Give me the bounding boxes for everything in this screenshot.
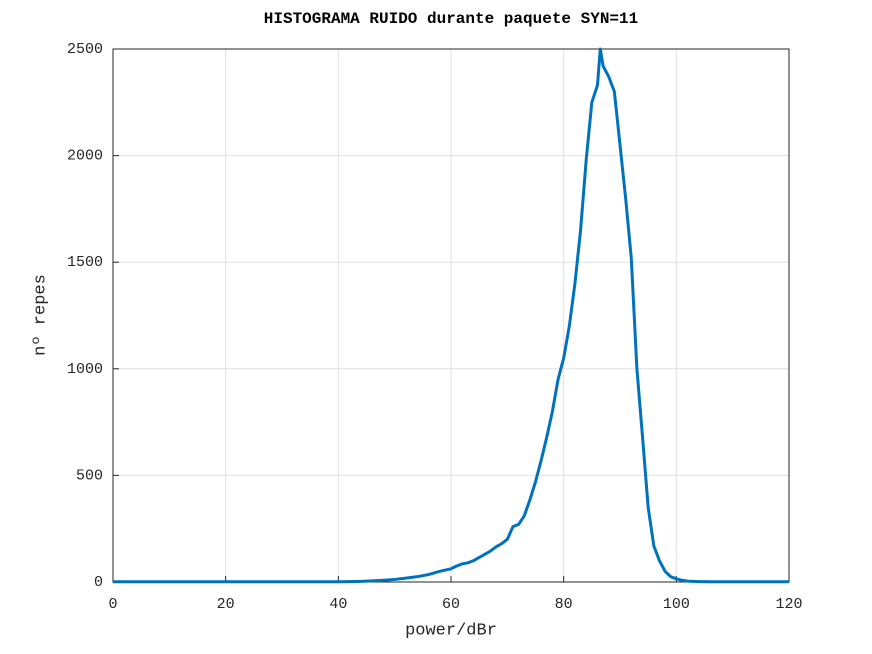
x-tick-label: 60 <box>442 596 460 613</box>
x-tick-label: 40 <box>329 596 347 613</box>
x-tick-label: 20 <box>217 596 235 613</box>
x-tick-label: 100 <box>663 596 690 613</box>
plot-frame <box>112 48 790 583</box>
y-tick-label: 1500 <box>67 254 103 271</box>
y-axis-label: nº repes <box>31 274 50 356</box>
x-tick-label: 120 <box>775 596 802 613</box>
y-tick-label: 2000 <box>67 148 103 165</box>
y-tick-label: 500 <box>76 467 103 484</box>
x-tick-label: 80 <box>555 596 573 613</box>
y-tick-label: 1000 <box>67 361 103 378</box>
y-tick-label: 2500 <box>67 41 103 58</box>
data-line <box>113 47 789 584</box>
chart-title: HISTOGRAMA RUIDO durante paquete SYN=11 <box>264 10 638 28</box>
x-axis-label: power/dBr <box>405 621 497 640</box>
y-tick-label: 0 <box>94 574 103 591</box>
x-tick-label: 0 <box>108 596 117 613</box>
